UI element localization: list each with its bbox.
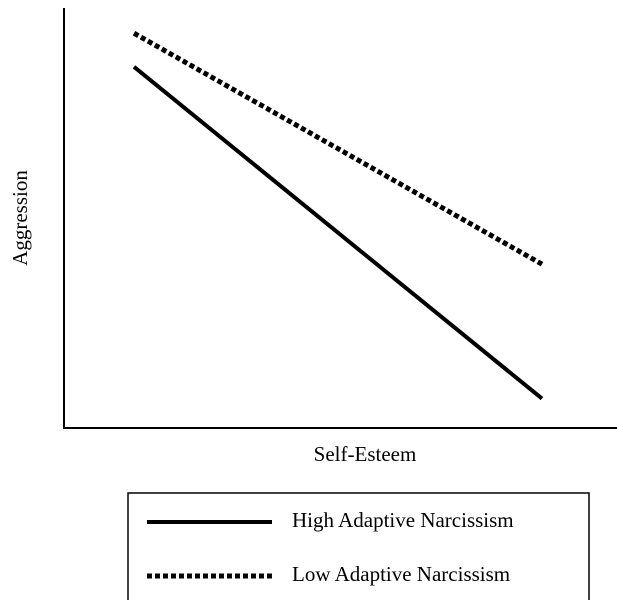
legend-label: High Adaptive Narcissism xyxy=(292,508,514,532)
y-axis-label: Aggression xyxy=(8,170,32,266)
x-axis-label: Self-Esteem xyxy=(314,442,417,466)
legend-label: Low Adaptive Narcissism xyxy=(292,562,510,586)
series-line xyxy=(132,31,544,267)
legend-box xyxy=(127,492,590,600)
series-line xyxy=(132,65,544,401)
